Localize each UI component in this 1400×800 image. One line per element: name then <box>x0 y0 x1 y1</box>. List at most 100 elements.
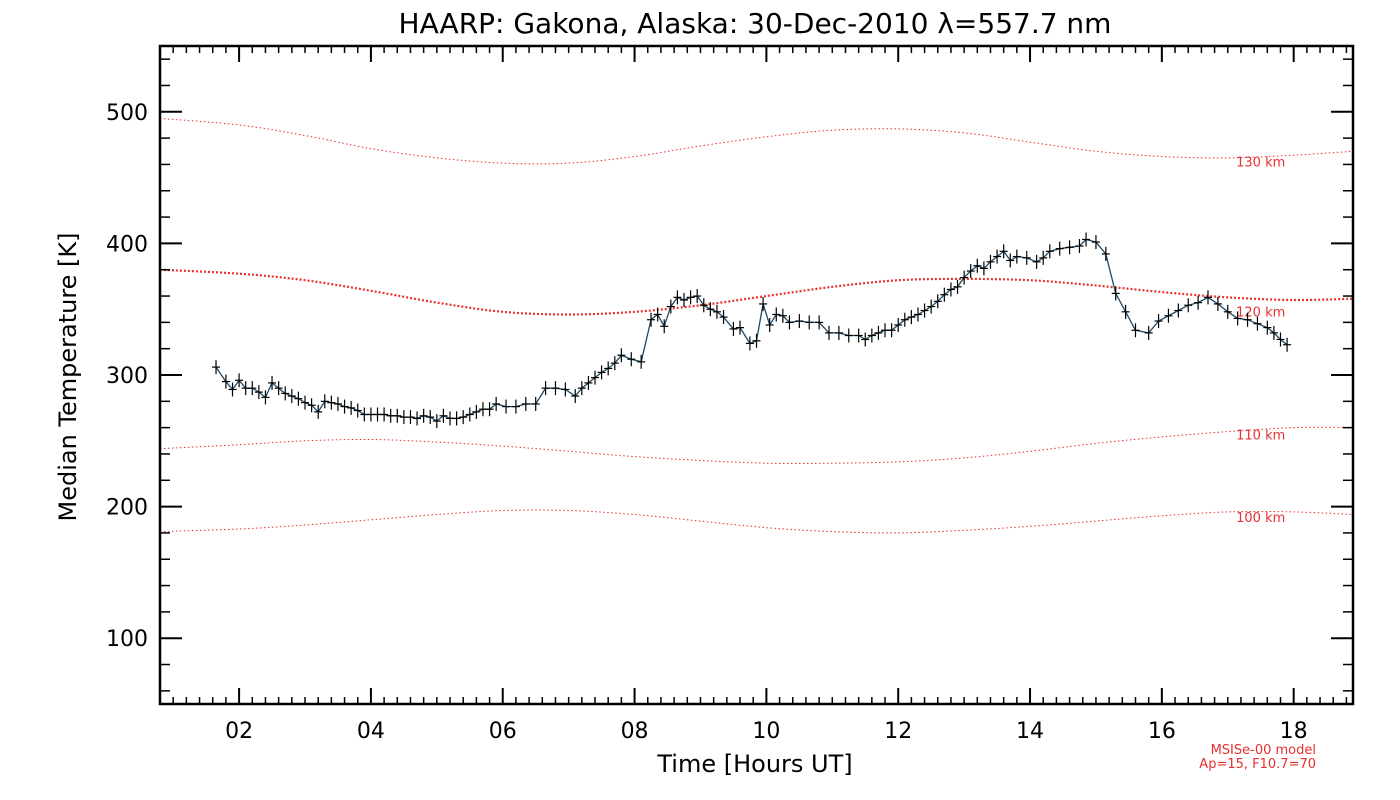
data-point <box>627 352 636 367</box>
data-point <box>617 348 626 363</box>
model-curve-label: 100 km <box>1236 511 1285 526</box>
data-point <box>772 307 781 322</box>
data-point <box>666 299 675 314</box>
data-point <box>561 382 570 397</box>
data-point <box>1144 325 1153 340</box>
x-tick-label: 18 <box>1280 719 1308 744</box>
data-point <box>347 400 356 415</box>
data-point <box>920 303 929 318</box>
data-point <box>511 399 520 414</box>
data-point <box>844 328 853 343</box>
y-tick-label: 100 <box>106 627 148 652</box>
data-point <box>212 360 221 375</box>
x-tick-label: 14 <box>1016 719 1044 744</box>
data-point <box>1012 249 1021 264</box>
data-point <box>333 396 342 411</box>
data-point <box>314 404 323 419</box>
data-point <box>999 244 1008 259</box>
data-point <box>531 396 540 411</box>
data-point <box>1091 235 1100 250</box>
data-point <box>993 249 1002 264</box>
data-point <box>281 386 290 401</box>
data-point <box>1045 244 1054 259</box>
y-tick-label: 400 <box>106 232 148 257</box>
data-point <box>1233 311 1242 326</box>
data-point <box>320 394 329 409</box>
data-point <box>571 389 580 404</box>
model-curve-label: 120 km <box>1236 306 1285 321</box>
data-point <box>719 310 728 325</box>
data-point <box>805 315 814 330</box>
data-point <box>1243 312 1252 327</box>
plot-frame <box>158 44 1355 706</box>
data-point <box>1121 304 1130 319</box>
series-line <box>215 238 1288 422</box>
data-point <box>1111 286 1120 301</box>
data-point <box>759 296 768 311</box>
data-point <box>673 290 682 305</box>
data-point <box>1184 298 1193 313</box>
x-axis-label: Time [Hours UT] <box>656 750 852 778</box>
model-curves: 130 km 120 km 110 km 100 km <box>159 117 1354 534</box>
data-point <box>502 399 511 414</box>
data-point <box>610 356 619 371</box>
data-point <box>327 395 336 410</box>
data-point <box>887 323 896 338</box>
data-point <box>867 328 876 343</box>
data-point <box>660 319 669 334</box>
x-tick-label: 06 <box>489 719 517 744</box>
data-point <box>653 307 662 322</box>
model-note-line-2: Ap=15, F10.7=70 <box>1199 757 1316 772</box>
data-point <box>1101 246 1110 261</box>
data-point <box>294 391 303 406</box>
data-point <box>426 410 435 425</box>
data-point <box>1164 308 1173 323</box>
data-point <box>900 312 909 327</box>
data-point <box>1154 314 1163 329</box>
x-tick-label: 08 <box>621 719 649 744</box>
data-point <box>1213 296 1222 311</box>
model-note-line-1: MSISe-00 model <box>1211 743 1316 758</box>
data-point <box>268 375 277 390</box>
data-point <box>815 315 824 330</box>
data-point <box>946 282 955 297</box>
data-point <box>752 333 761 348</box>
data-point <box>584 375 593 390</box>
model-curve <box>159 268 1354 316</box>
data-point <box>432 414 441 429</box>
data-point <box>979 261 988 276</box>
data-point <box>228 382 237 397</box>
data-point <box>1006 253 1015 268</box>
x-tick-label: 02 <box>225 719 253 744</box>
data-point <box>966 264 975 279</box>
data-point <box>1263 320 1272 335</box>
data-point <box>419 408 428 423</box>
data-point <box>933 294 942 309</box>
data-point <box>913 307 922 322</box>
data-point <box>604 361 613 376</box>
data-point <box>679 292 688 307</box>
model-curve <box>159 426 1354 464</box>
data-point <box>765 317 774 332</box>
model-curve <box>159 509 1354 534</box>
y-tick-label: 200 <box>106 496 148 521</box>
data-point <box>861 332 870 347</box>
data-point <box>248 381 257 396</box>
x-tick-label: 10 <box>752 719 780 744</box>
chart-title: HAARP: Gakona, Alaska: 30-Dec-2010 λ=557… <box>399 7 1112 40</box>
data-point <box>577 381 586 396</box>
data-point <box>1075 239 1084 254</box>
data-point <box>1174 303 1183 318</box>
y-axis: 100 200 300 400 500 <box>106 58 1353 692</box>
data-point <box>1203 290 1212 305</box>
x-tick-label: 16 <box>1148 719 1176 744</box>
data-point <box>1283 337 1292 352</box>
data-point <box>785 315 794 330</box>
data-point <box>1223 304 1232 319</box>
data-point <box>729 321 738 336</box>
data-point <box>465 407 474 422</box>
data-point <box>235 373 244 388</box>
data-point <box>551 381 560 396</box>
data-point <box>1065 240 1074 255</box>
